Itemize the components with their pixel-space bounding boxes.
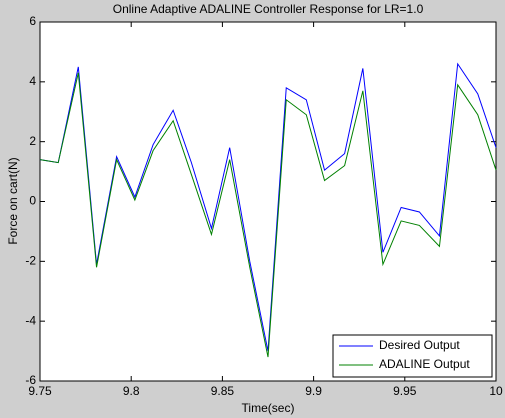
x-axis-label: Time(sec) [242, 401, 295, 415]
legend-box [332, 334, 493, 378]
y-tick-label: -6 [25, 373, 36, 387]
x-tick-label: 9.85 [211, 384, 235, 398]
y-axis-label: Force on cart(N) [6, 157, 20, 244]
plot-area [39, 21, 497, 382]
chart-title: Online Adaptive ADALINE Controller Respo… [113, 2, 424, 16]
y-tick-label: -4 [25, 313, 36, 327]
x-tick-label: 9.75 [28, 384, 52, 398]
legend-label: Desired Output [379, 338, 460, 352]
series-line [39, 72, 497, 358]
x-tick-label: 9.8 [123, 384, 140, 398]
x-tick-label: 9.9 [305, 384, 322, 398]
y-tick-label: 4 [29, 74, 36, 88]
x-tick-label: 10 [489, 384, 503, 398]
y-tick-label: -2 [25, 254, 36, 268]
x-tick-label: 9.95 [393, 384, 417, 398]
y-tick-label: 6 [29, 14, 36, 28]
y-tick-label: 2 [29, 134, 36, 148]
y-tick-label: 0 [29, 194, 36, 208]
legend-label: ADALINE Output [379, 357, 470, 371]
